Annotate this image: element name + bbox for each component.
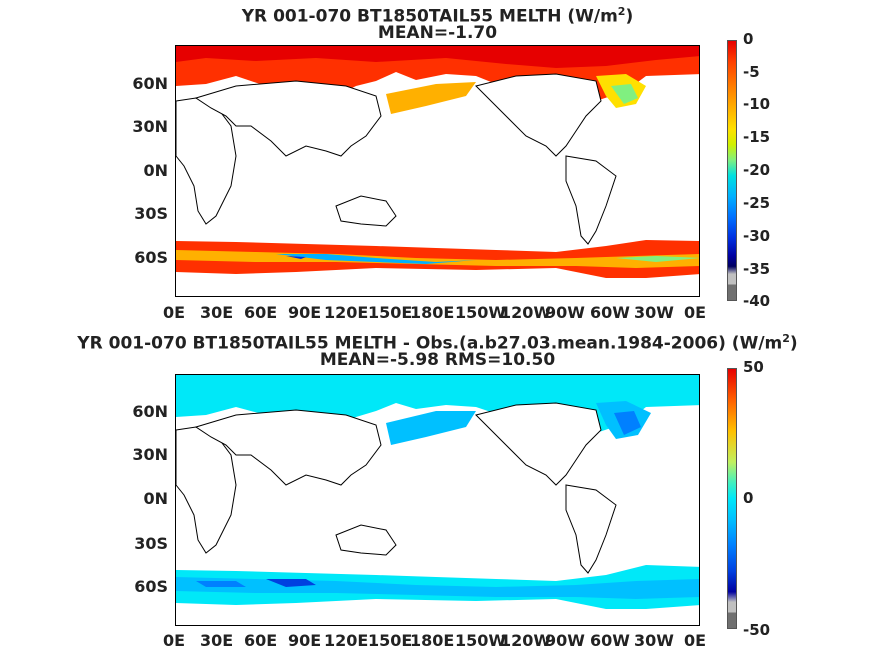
panel2-xtick: 180E bbox=[410, 631, 455, 650]
panel2-ytick-60N: 60N bbox=[132, 402, 168, 421]
panel1-title-close: ) bbox=[625, 6, 634, 27]
panel2-map-svg bbox=[176, 375, 699, 625]
panel2-eurasia bbox=[194, 409, 382, 486]
panel1-cbtick: -20 bbox=[743, 161, 771, 179]
panel2-xtick: 90E bbox=[288, 631, 322, 650]
panel2-xtick: 30W bbox=[634, 631, 674, 650]
panel1-xtick: 30E bbox=[200, 303, 234, 322]
panel1-australia bbox=[335, 195, 397, 227]
panel2-stats: MEAN=-5.98 RMS=10.50 bbox=[319, 350, 556, 370]
panel1-pacific-field bbox=[386, 82, 476, 114]
panel1-xtick: 60E bbox=[244, 303, 278, 322]
panel2-xtick: 0E bbox=[163, 631, 186, 650]
panel1-cbtick: -10 bbox=[743, 95, 771, 113]
panel1-xtick: 120E bbox=[324, 303, 369, 322]
panel2-xtick: 120E bbox=[324, 631, 369, 650]
panel2-title-sup: 2 bbox=[782, 332, 790, 345]
panel2-title-close: ) bbox=[789, 333, 798, 354]
panel2-colorbar bbox=[727, 368, 737, 629]
panel1-map-svg bbox=[176, 46, 699, 296]
panel1-cbtick: -30 bbox=[743, 227, 771, 245]
panel1-antarctica bbox=[176, 278, 699, 296]
panel2-title: YR 001-070 BT1850TAIL55 MELTH - Obs.(a.b… bbox=[0, 329, 875, 354]
panel2-ytick-60S: 60S bbox=[134, 577, 168, 596]
panel2-cbtick: 50 bbox=[743, 358, 764, 376]
panel2-xtick: 120W bbox=[500, 631, 552, 650]
panel2-australia bbox=[335, 524, 397, 556]
panel1-namerica bbox=[475, 73, 602, 157]
panel2-cbtick: 0 bbox=[743, 489, 754, 507]
panel2-xtick: 60W bbox=[590, 631, 630, 650]
panel2-ytick-0N: 0N bbox=[143, 489, 168, 508]
panel2-title-text: YR 001-070 BT1850TAIL55 MELTH - Obs.(a.b… bbox=[77, 333, 783, 354]
panel2-xtick: 30E bbox=[200, 631, 234, 650]
panel1-cbtick: -40 bbox=[743, 292, 771, 310]
panel2-antarctica bbox=[176, 609, 699, 625]
panel1-xtick: 0E bbox=[163, 303, 186, 322]
panel1-samerica bbox=[565, 155, 617, 245]
panel1-ytick-30S: 30S bbox=[134, 204, 168, 223]
panel1-title: YR 001-070 BT1850TAIL55 MELTH (W/m2) bbox=[0, 2, 875, 27]
panel2-pacific-field bbox=[386, 411, 476, 445]
panel2-xtick: 60E bbox=[244, 631, 278, 650]
panel2-cbtick: -50 bbox=[743, 621, 771, 639]
panel1-xtick: 150W bbox=[455, 303, 507, 322]
panel2-xtick: 150W bbox=[455, 631, 507, 650]
panel2-ytick-30N: 30N bbox=[132, 445, 168, 464]
panel2-xtick: 150E bbox=[368, 631, 413, 650]
panel1-ytick-30N: 30N bbox=[132, 117, 168, 136]
panel1-title-text: YR 001-070 BT1850TAIL55 MELTH (W/m bbox=[241, 6, 618, 27]
panel2-samerica bbox=[565, 484, 617, 574]
panel1-xtick: 0E bbox=[684, 303, 707, 322]
panel2-xtick: 90W bbox=[545, 631, 585, 650]
panel1-xtick: 150E bbox=[368, 303, 413, 322]
panel1-ytick-60S: 60S bbox=[134, 248, 168, 267]
panel1-colorbar bbox=[727, 40, 737, 301]
panel1-eurasia bbox=[194, 80, 382, 157]
panel1-ytick-60N: 60N bbox=[132, 74, 168, 93]
panel1-cbtick: -25 bbox=[743, 194, 771, 212]
panel1-xtick: 30W bbox=[634, 303, 674, 322]
panel1-xtick: 90W bbox=[545, 303, 585, 322]
panel1-xtick: 120W bbox=[500, 303, 552, 322]
panel1-mean: MEAN=-1.70 bbox=[377, 23, 498, 43]
panel1-cbtick: -35 bbox=[743, 260, 771, 278]
panel1-xtick: 180E bbox=[410, 303, 455, 322]
panel1-cbtick: 0 bbox=[743, 30, 754, 48]
panel2-map bbox=[175, 374, 700, 626]
panel2-ytick-30S: 30S bbox=[134, 534, 168, 553]
panel1-title-sup: 2 bbox=[617, 5, 626, 18]
panel1-map bbox=[175, 45, 700, 297]
panel1-xtick: 60W bbox=[590, 303, 630, 322]
panel1-ytick-0N: 0N bbox=[143, 161, 168, 180]
panel2-xtick: 0E bbox=[684, 631, 707, 650]
panel2-namerica bbox=[475, 402, 602, 486]
panel1-xtick: 90E bbox=[288, 303, 322, 322]
panel1-cbtick: -5 bbox=[743, 63, 760, 81]
panel1-cbtick: -15 bbox=[743, 128, 771, 146]
